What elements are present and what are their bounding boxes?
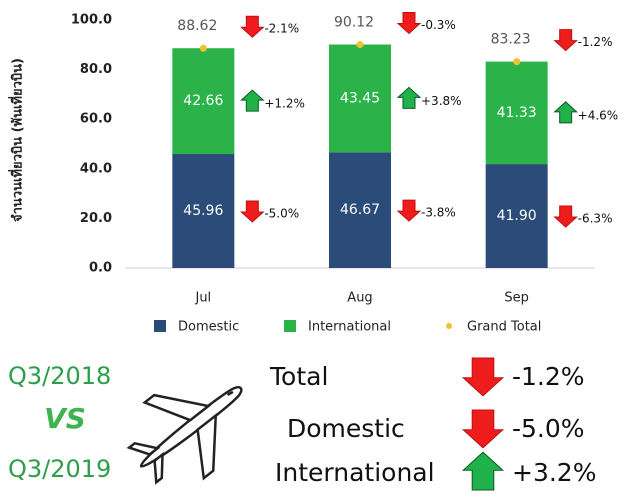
summary-change: -1.2% [512,362,585,391]
y-tick-label: 0.0 [89,261,112,276]
change-label: +4.6% [578,108,619,122]
value-label: 41.90 [497,208,537,224]
total-dot [357,41,364,48]
period-from: Q3/2018 [8,362,111,390]
change-label: -5.0% [264,207,299,221]
summary-label: Total [269,362,328,391]
summary-change: +3.2% [512,458,596,487]
y-tick-label: 60.0 [80,112,112,127]
change-label: -1.2% [578,35,613,49]
value-label: 46.67 [340,202,380,218]
x-tick-label: Jul [194,291,211,306]
legend-swatch [154,320,166,332]
change-label: -3.8% [421,206,456,220]
change-label: +1.2% [264,97,305,111]
plane-icon [112,350,271,495]
value-label: 41.33 [497,105,537,121]
value-label: 43.45 [340,90,380,106]
total-label: 83.23 [491,32,531,48]
value-label: 45.96 [183,203,223,219]
total-dot [200,45,207,52]
legend-label: International [308,320,391,335]
vs-label: VS [44,402,86,435]
change-label: -2.1% [264,22,299,36]
change-label: -6.3% [578,212,613,226]
summary-change: -5.0% [512,414,585,443]
arrow-down [398,13,420,34]
total-dot [513,58,520,65]
legend-label: Grand Total [467,320,541,335]
arrow-up [241,90,263,111]
summary-label: Domestic [287,414,405,443]
arrow-down [241,16,263,37]
arrow-down [555,30,577,51]
arrow-down [241,201,263,222]
arrow-down [463,410,503,448]
y-tick-label: 100.0 [71,13,112,28]
arrow-up [555,102,577,123]
legend-swatch [446,323,452,329]
y-tick-label: 40.0 [80,161,112,176]
page: จำนวนเที่ยวบิน (พันเที่ยวบิน) Q3/2018 VS… [0,0,623,495]
legend-label: Domestic [178,320,239,335]
value-label: 42.66 [183,93,223,109]
x-tick-label: Aug [347,291,372,306]
legend-swatch [284,320,296,332]
arrow-down [555,206,577,227]
change-label: +3.8% [421,94,462,108]
arrow-up [463,452,503,490]
arrow-up [398,87,420,108]
arrow-down [463,358,503,396]
change-label: -0.3% [421,18,456,32]
total-label: 88.62 [177,18,217,34]
summary-label: International [275,458,435,487]
y-tick-label: 20.0 [80,211,112,226]
total-label: 90.12 [334,15,374,31]
y-axis-label: จำนวนเที่ยวบิน (พันเที่ยวบิน) [8,58,26,222]
period-to: Q3/2019 [8,455,111,483]
x-tick-label: Sep [504,291,529,306]
y-tick-label: 80.0 [80,62,112,77]
arrow-down [398,200,420,221]
